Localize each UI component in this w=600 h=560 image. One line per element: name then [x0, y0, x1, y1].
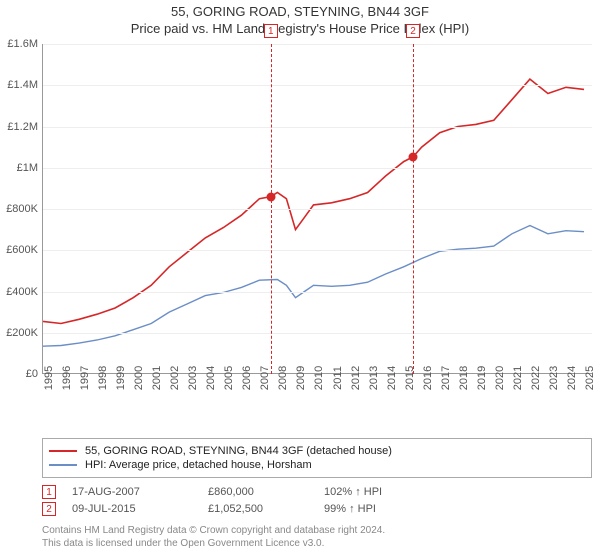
x-axis-tick-label: 2022 [530, 366, 542, 390]
x-axis-tick-label: 2023 [548, 366, 560, 390]
y-axis-tick-label: £400K [0, 286, 38, 298]
x-axis-tick-label: 2009 [295, 366, 307, 390]
x-axis-tick-label: 2014 [386, 366, 398, 390]
event-marker-box: 1 [264, 24, 278, 38]
x-axis-tick-label: 2017 [440, 366, 452, 390]
x-axis-tick-label: 2010 [313, 366, 325, 390]
footer-line-1: Contains HM Land Registry data © Crown c… [42, 524, 385, 537]
x-axis-tick-label: 2013 [368, 366, 380, 390]
legend-box: 55, GORING ROAD, STEYNING, BN44 3GF (det… [42, 438, 592, 478]
event-pct: 102% ↑ HPI [324, 486, 382, 498]
chart-container: 55, GORING ROAD, STEYNING, BN44 3GF Pric… [0, 0, 600, 560]
x-axis-tick-label: 2012 [350, 366, 362, 390]
x-axis-tick-label: 2003 [187, 366, 199, 390]
x-axis-tick-label: 2016 [422, 366, 434, 390]
event-marker-line [413, 44, 414, 374]
x-axis-tick-label: 2008 [277, 366, 289, 390]
x-axis-tick-label: 2001 [151, 366, 163, 390]
x-axis-tick-label: 1998 [97, 366, 109, 390]
sale-marker-dot [266, 192, 275, 201]
legend-row: HPI: Average price, detached house, Hors… [49, 459, 585, 471]
x-axis-tick-label: 2021 [512, 366, 524, 390]
x-axis-tick-label: 2004 [205, 366, 217, 390]
x-axis-tick-label: 2011 [332, 366, 344, 390]
legend-label-hpi: HPI: Average price, detached house, Hors… [85, 459, 312, 471]
event-pct: 99% ↑ HPI [324, 503, 376, 515]
event-row: 1 17-AUG-2007 £860,000 102% ↑ HPI [42, 485, 382, 499]
x-axis-tick-label: 2005 [223, 366, 235, 390]
event-price: £1,052,500 [208, 503, 308, 515]
plot-area: £0£200K£400K£600K£800K£1M£1.2M£1.4M£1.6M… [42, 44, 592, 374]
chart-area: £0£200K£400K£600K£800K£1M£1.2M£1.4M£1.6M… [42, 44, 592, 404]
y-axis-tick-label: £1.2M [0, 121, 38, 133]
x-axis-tick-label: 2020 [494, 366, 506, 390]
event-marker-line [271, 44, 272, 374]
chart-header: 55, GORING ROAD, STEYNING, BN44 3GF Pric… [0, 0, 600, 38]
x-axis-tick-label: 2018 [458, 366, 470, 390]
footer-line-2: This data is licensed under the Open Gov… [42, 537, 385, 550]
x-axis-tick-label: 2024 [566, 366, 578, 390]
x-axis-tick-label: 2007 [259, 366, 271, 390]
x-axis-tick-label: 1995 [43, 366, 55, 390]
x-axis-tick-label: 1999 [115, 366, 127, 390]
y-axis-tick-label: £600K [0, 244, 38, 256]
y-axis-tick-label: £1.6M [0, 38, 38, 50]
y-axis-tick-label: £200K [0, 327, 38, 339]
chart-subtitle: Price paid vs. HM Land Registry's House … [0, 21, 600, 36]
legend-label-property: 55, GORING ROAD, STEYNING, BN44 3GF (det… [85, 445, 392, 457]
y-axis-tick-label: £1M [0, 162, 38, 174]
event-date: 09-JUL-2015 [72, 503, 192, 515]
event-number-box: 2 [42, 502, 56, 516]
x-axis-tick-label: 1997 [79, 366, 91, 390]
footer-attribution: Contains HM Land Registry data © Crown c… [42, 524, 385, 550]
x-axis-tick-label: 2000 [133, 366, 145, 390]
event-row: 2 09-JUL-2015 £1,052,500 99% ↑ HPI [42, 502, 382, 516]
legend-row: 55, GORING ROAD, STEYNING, BN44 3GF (det… [49, 445, 585, 457]
y-axis-tick-label: £1.4M [0, 79, 38, 91]
y-axis-tick-label: £800K [0, 203, 38, 215]
events-list: 1 17-AUG-2007 £860,000 102% ↑ HPI 2 09-J… [42, 482, 382, 519]
x-axis-tick-label: 2025 [584, 366, 596, 390]
chart-title: 55, GORING ROAD, STEYNING, BN44 3GF [0, 4, 600, 19]
x-axis-tick-label: 2002 [169, 366, 181, 390]
legend-swatch-property [49, 450, 77, 452]
x-axis-tick-label: 2006 [241, 366, 253, 390]
y-axis-tick-label: £0 [0, 368, 38, 380]
x-axis-tick-label: 1996 [61, 366, 73, 390]
line-property [43, 79, 584, 323]
event-number-box: 1 [42, 485, 56, 499]
line-hpi [43, 226, 584, 347]
event-price: £860,000 [208, 486, 308, 498]
event-date: 17-AUG-2007 [72, 486, 192, 498]
legend-swatch-hpi [49, 464, 77, 466]
sale-marker-dot [409, 152, 418, 161]
x-axis-tick-label: 2019 [476, 366, 488, 390]
event-marker-box: 2 [406, 24, 420, 38]
